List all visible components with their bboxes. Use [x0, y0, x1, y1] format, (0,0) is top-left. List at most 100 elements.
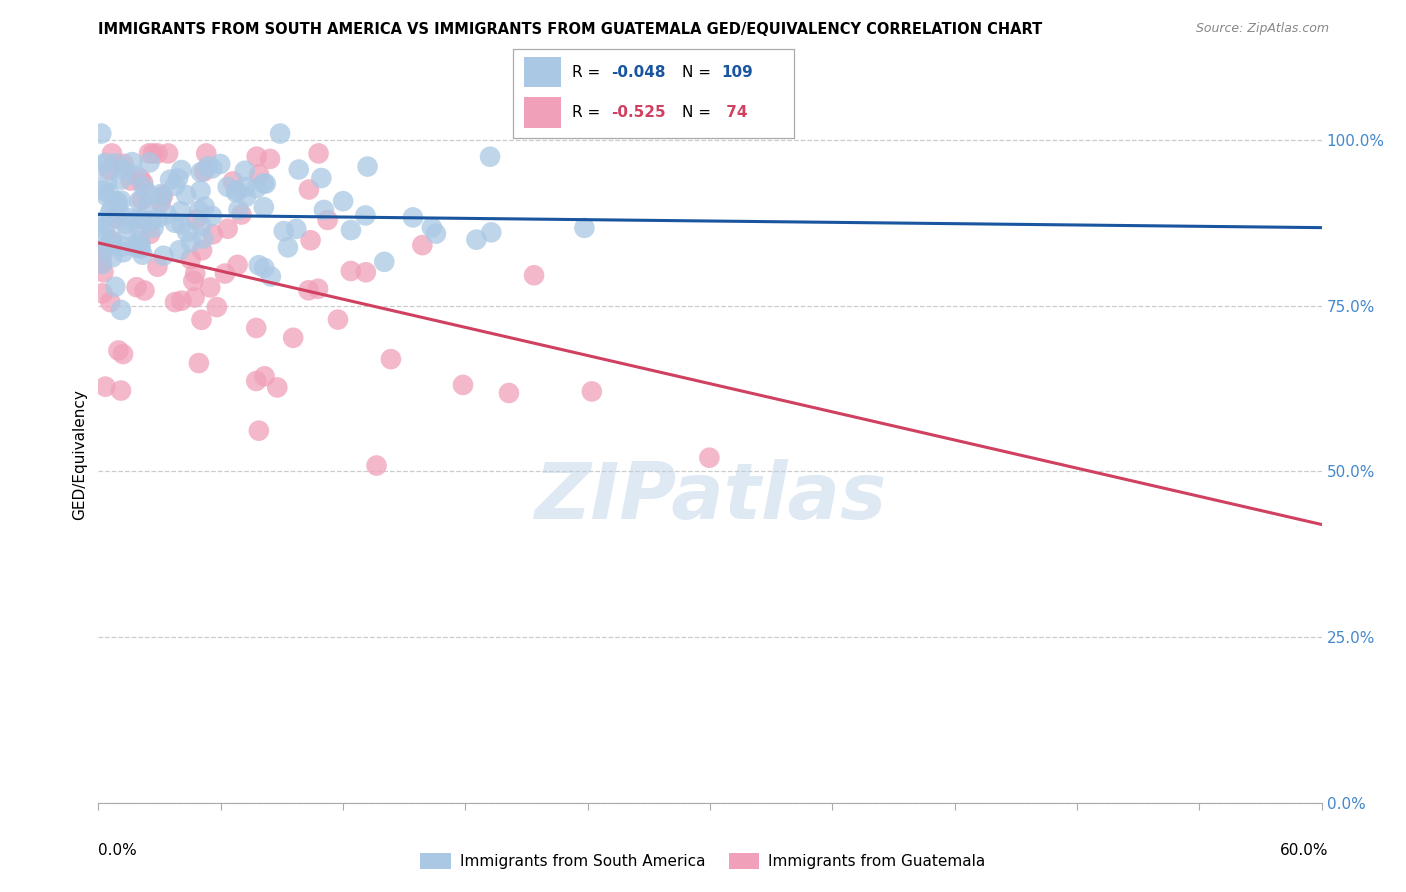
Point	[146, 146, 169, 161]
Point	[299, 233, 322, 247]
Point	[266, 380, 288, 394]
Point	[297, 283, 319, 297]
Point	[131, 248, 153, 262]
Point	[217, 179, 239, 194]
Point	[253, 200, 276, 214]
Point	[247, 168, 270, 182]
Point	[420, 220, 443, 235]
Point	[246, 150, 269, 164]
Text: ZIPatlas: ZIPatlas	[534, 458, 886, 534]
Point	[93, 183, 115, 197]
Point	[183, 290, 205, 304]
Point	[136, 186, 159, 201]
Point	[101, 237, 124, 252]
Point	[245, 321, 267, 335]
Point	[259, 152, 281, 166]
Point	[191, 244, 214, 258]
Text: 0.0%: 0.0%	[98, 843, 138, 858]
Point	[108, 206, 131, 220]
Point	[581, 384, 603, 399]
Point	[98, 162, 121, 177]
Point	[100, 233, 122, 247]
Point	[165, 178, 187, 193]
Point	[105, 211, 128, 226]
Point	[149, 195, 172, 210]
Point	[94, 188, 117, 202]
Point	[94, 241, 117, 255]
Point	[180, 235, 202, 250]
Point	[149, 187, 172, 202]
Point	[150, 190, 173, 204]
Point	[163, 216, 186, 230]
Point	[138, 146, 160, 161]
Point	[193, 200, 215, 214]
Point	[112, 157, 135, 171]
Point	[193, 164, 215, 178]
Point	[366, 458, 388, 473]
Point	[129, 242, 152, 256]
Point	[170, 163, 193, 178]
Point	[112, 347, 135, 361]
Point	[98, 295, 121, 310]
Point	[451, 378, 474, 392]
Point	[90, 215, 112, 229]
Point	[98, 206, 121, 220]
Point	[128, 194, 150, 208]
Point	[91, 257, 114, 271]
Point	[129, 171, 152, 186]
Point	[425, 227, 447, 241]
Bar	[524, 97, 561, 128]
Point	[326, 312, 349, 326]
Point	[124, 169, 146, 183]
Point	[465, 233, 488, 247]
Point	[120, 173, 142, 187]
Point	[129, 234, 152, 248]
Point	[110, 384, 132, 398]
Point	[186, 212, 208, 227]
Point	[253, 177, 276, 191]
Point	[254, 177, 277, 191]
Point	[101, 146, 124, 161]
Point	[195, 146, 218, 161]
Text: -0.525: -0.525	[612, 105, 666, 120]
Point	[373, 255, 395, 269]
Point	[231, 208, 253, 222]
Text: -0.048: -0.048	[612, 65, 666, 79]
Point	[354, 209, 377, 223]
Point	[125, 212, 148, 227]
Point	[96, 175, 118, 189]
Point	[125, 280, 148, 294]
Point	[128, 220, 150, 235]
Point	[146, 260, 169, 274]
Point	[181, 274, 204, 288]
Point	[114, 217, 136, 231]
Point	[233, 180, 256, 194]
Text: R =: R =	[572, 65, 600, 79]
Point	[146, 211, 169, 226]
Point	[260, 269, 283, 284]
Point	[139, 214, 162, 228]
Point	[120, 211, 142, 226]
Point	[287, 162, 309, 177]
Point	[112, 162, 135, 177]
Point	[200, 280, 222, 294]
Point	[201, 161, 224, 176]
Point	[110, 302, 132, 317]
Point	[107, 343, 129, 358]
Point	[142, 220, 165, 235]
Point	[312, 202, 335, 217]
Point	[574, 220, 596, 235]
Point	[163, 295, 186, 310]
Point	[176, 225, 198, 239]
Point	[91, 286, 114, 301]
Point	[89, 159, 111, 173]
Point	[298, 182, 321, 196]
Point	[187, 356, 209, 370]
Point	[139, 227, 162, 241]
Point	[235, 190, 257, 204]
Point	[332, 194, 354, 209]
Point	[174, 188, 197, 202]
Point	[498, 386, 520, 401]
Text: IMMIGRANTS FROM SOUTH AMERICA VS IMMIGRANTS FROM GUATEMALA GED/EQUIVALENCY CORRE: IMMIGRANTS FROM SOUTH AMERICA VS IMMIGRA…	[98, 22, 1043, 37]
Point	[138, 155, 160, 169]
